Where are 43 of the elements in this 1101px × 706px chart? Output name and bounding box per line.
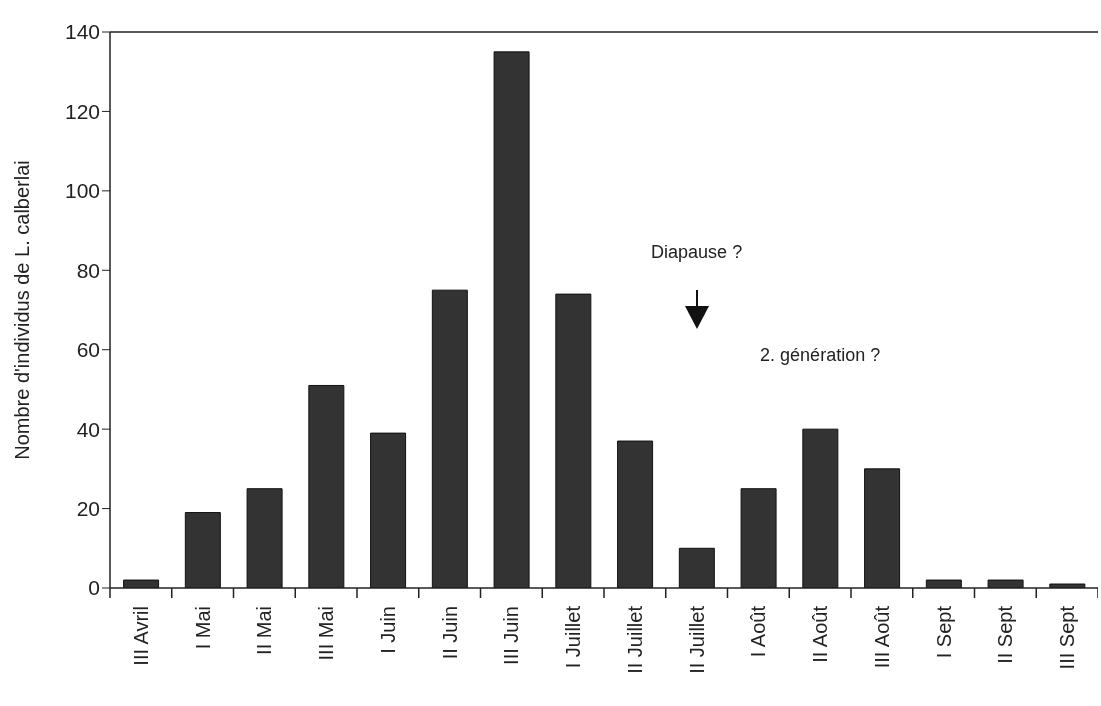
y-tick-label: 120 — [64, 99, 100, 123]
bar — [370, 432, 407, 588]
annotation: 2. génération ? — [759, 345, 882, 367]
bar — [864, 468, 901, 588]
bar — [308, 384, 345, 588]
y-tick-label: 100 — [64, 179, 100, 203]
x-tick-label: II Juillet — [685, 605, 708, 674]
y-tick-label: 40 — [76, 417, 100, 441]
annotation: Diapause ? — [650, 241, 744, 263]
x-tick-label: I Juin — [376, 606, 399, 654]
x-tick-label: III Avril — [129, 606, 152, 666]
x-tick-label: I Août — [747, 605, 770, 658]
bar — [802, 428, 839, 588]
bar — [987, 579, 1024, 588]
x-tick-label: III Juin — [500, 606, 523, 665]
y-tick-label: 0 — [88, 576, 100, 600]
x-tick-label: II Mai — [253, 606, 276, 655]
x-tick-label: II Sept — [994, 605, 1017, 664]
bar — [617, 440, 654, 588]
x-tick-label: I Mai — [191, 606, 214, 650]
bar — [246, 488, 283, 588]
bar — [184, 512, 221, 588]
x-tick-label: II Juin — [438, 606, 461, 660]
bar — [431, 289, 468, 588]
bar — [493, 51, 530, 588]
x-tick-label: I Sept — [932, 605, 955, 659]
x-tick-label: II Juillet — [623, 605, 646, 674]
bar — [678, 547, 715, 588]
x-tick-label: I Juillet — [562, 605, 585, 669]
x-tick-label: III Mai — [315, 606, 338, 661]
bar — [555, 293, 592, 588]
bar — [740, 488, 777, 588]
bar — [925, 579, 962, 588]
y-tick-label: 140 — [64, 20, 100, 44]
bar — [123, 579, 160, 588]
y-tick-label: 20 — [76, 497, 100, 521]
bar — [1049, 583, 1086, 588]
x-tick-label: III Août — [870, 605, 893, 669]
x-tick-label: III Sept — [1056, 605, 1079, 670]
x-tick-label: II Août — [809, 605, 832, 663]
y-tick-label: 60 — [76, 338, 100, 362]
y-tick-label: 80 — [76, 258, 100, 282]
y-axis-title: Nombre d'individus de L. calberlai — [11, 160, 34, 460]
